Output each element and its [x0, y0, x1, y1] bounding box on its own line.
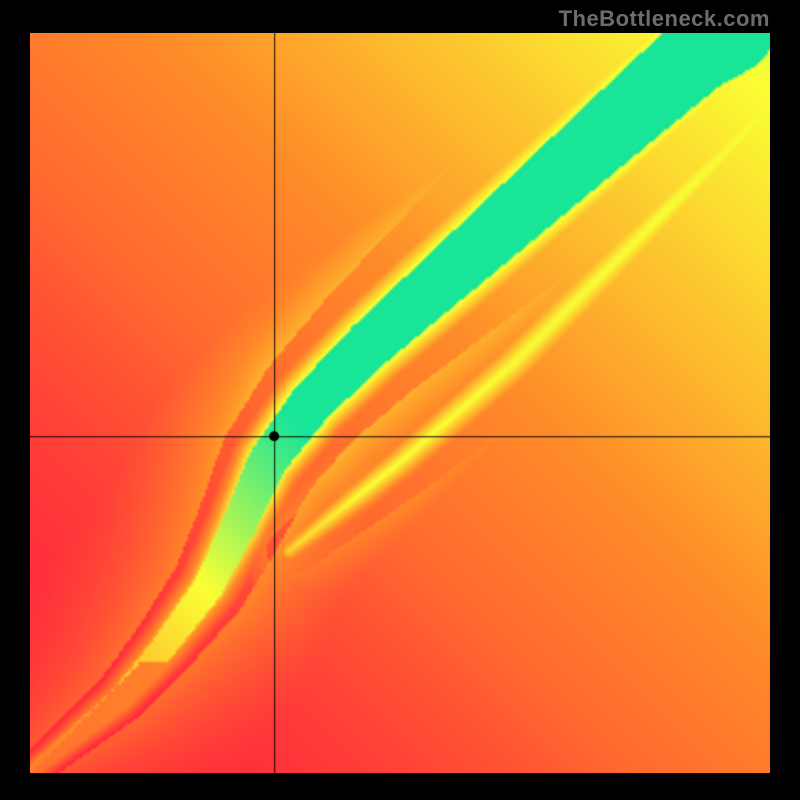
bottleneck-heatmap: [30, 33, 770, 773]
watermark-text: TheBottleneck.com: [559, 6, 770, 32]
